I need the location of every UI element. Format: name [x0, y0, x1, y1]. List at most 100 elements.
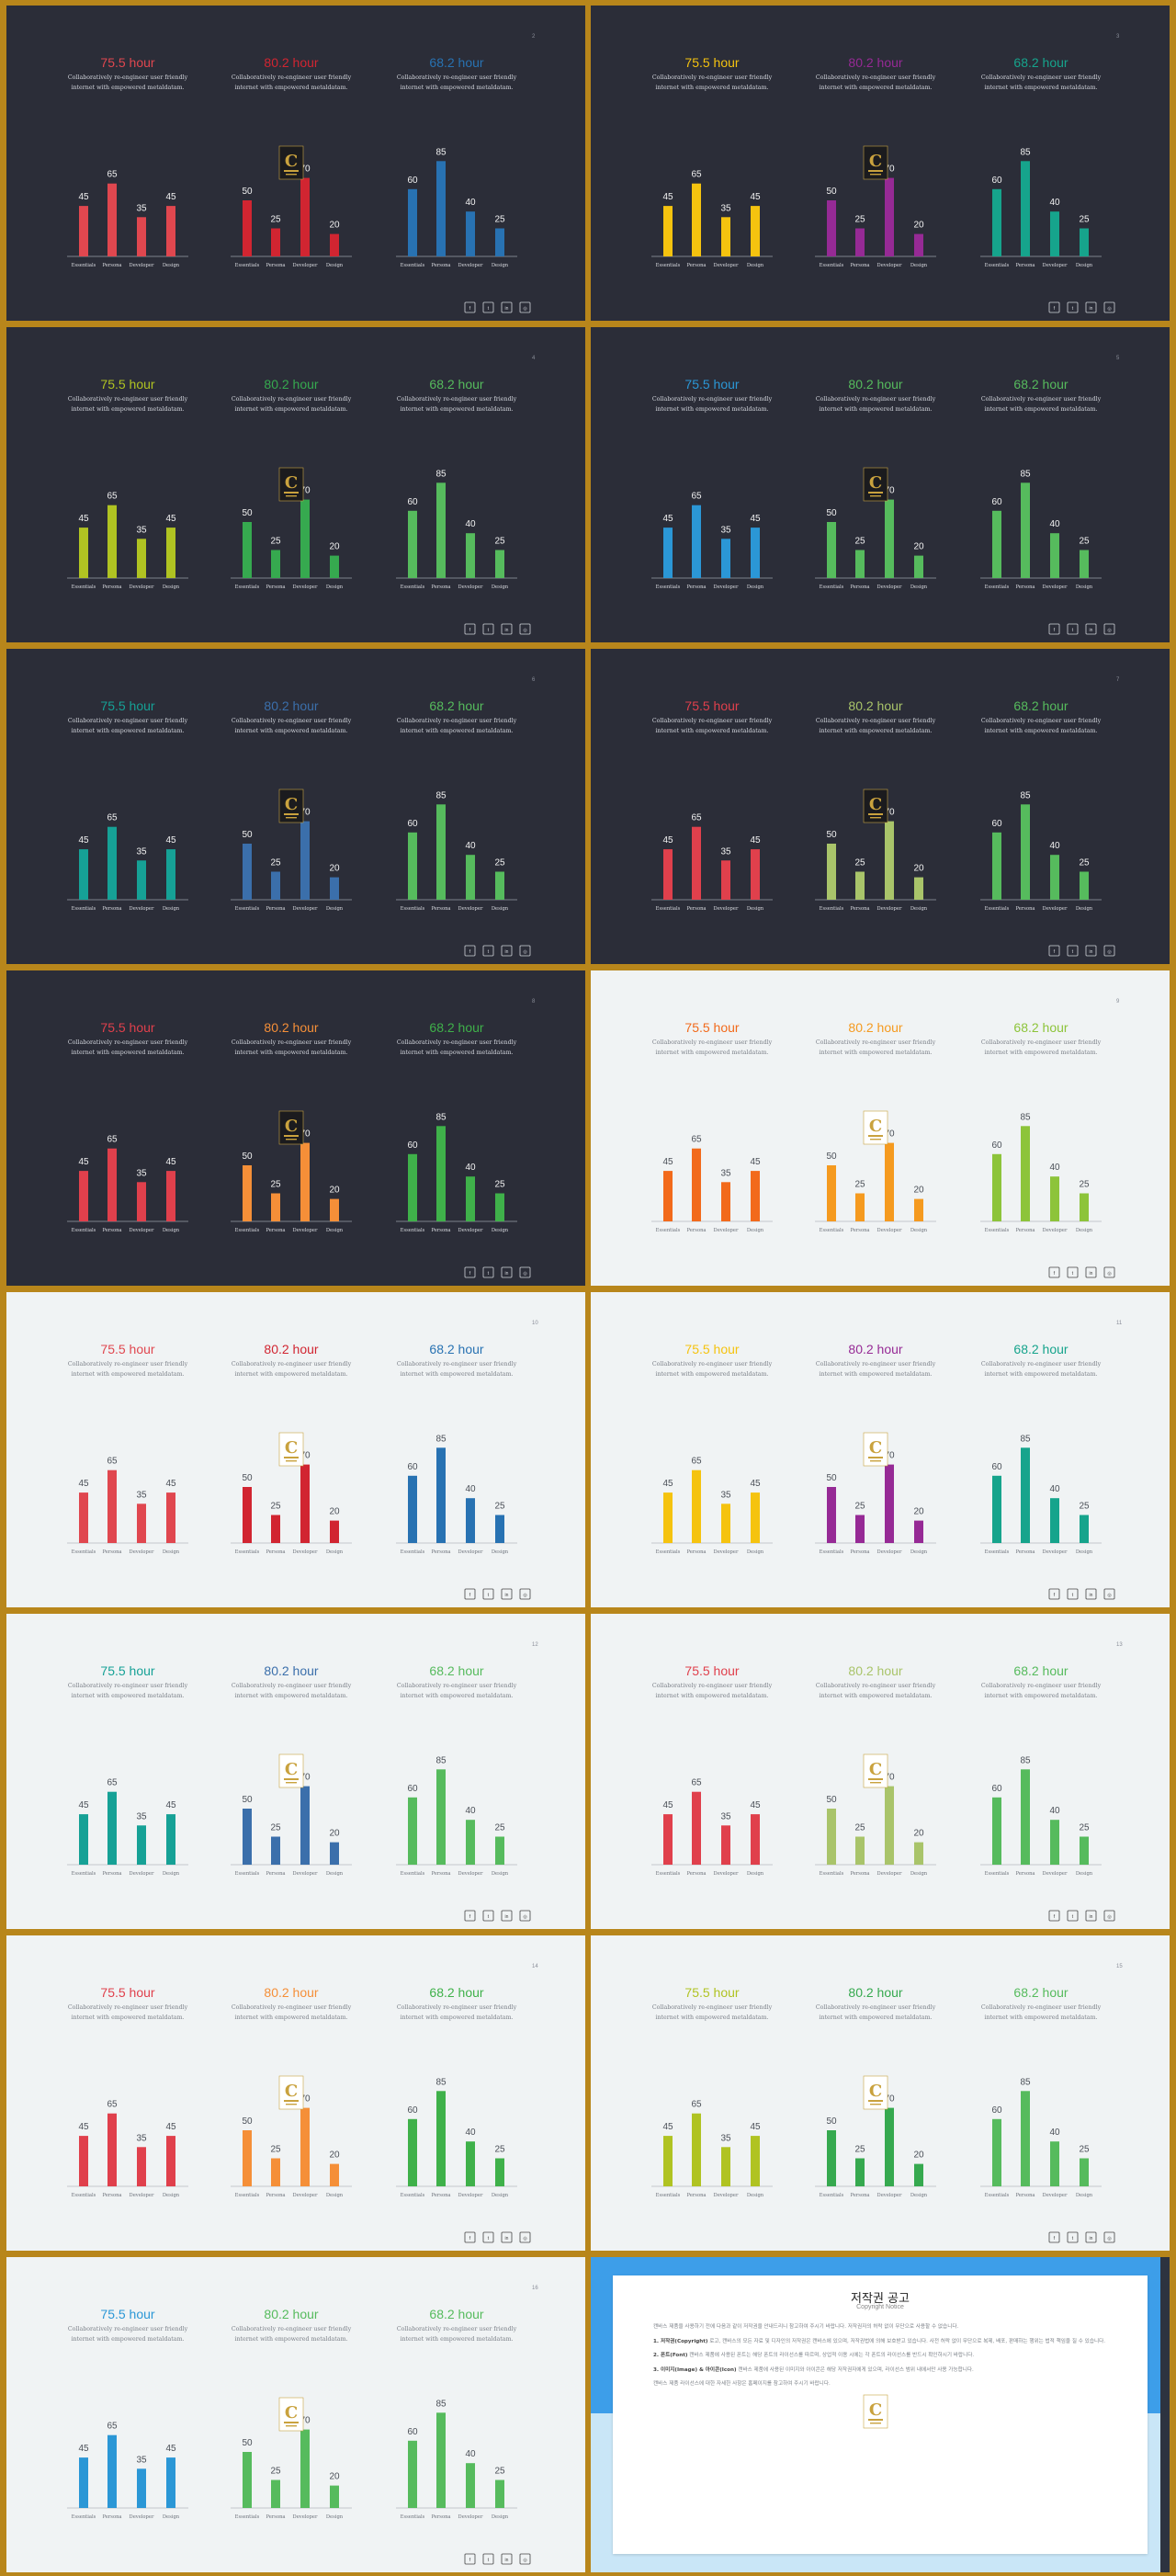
instagram-icon[interactable]: ◎	[519, 1910, 531, 1922]
social-icons: f t in ◎	[1048, 945, 1115, 957]
instagram-icon[interactable]: ◎	[519, 301, 531, 313]
twitter-icon[interactable]: t	[482, 945, 494, 957]
linkedin-icon[interactable]: in	[1085, 301, 1097, 313]
bar-chart-2: 80.2 hour Collaboratively re-engineer use…	[231, 698, 352, 912]
twitter-icon[interactable]: t	[482, 301, 494, 313]
chart-subtitle-line1: Collaboratively re-engineer user friendl…	[816, 1361, 936, 1367]
category-label: Design	[163, 263, 180, 268]
twitter-icon[interactable]: t	[1067, 945, 1079, 957]
instagram-icon[interactable]: ◎	[519, 623, 531, 635]
facebook-icon[interactable]: f	[464, 623, 476, 635]
brand-logo: C	[863, 1753, 888, 1788]
twitter-icon[interactable]: t	[1067, 1266, 1079, 1278]
facebook-icon[interactable]: f	[1048, 1588, 1060, 1600]
social-icons: f t in ◎	[1048, 1588, 1115, 1600]
facebook-icon[interactable]: f	[1048, 945, 1060, 957]
category-label: Essentials	[656, 584, 681, 590]
facebook-icon[interactable]: f	[1048, 2231, 1060, 2243]
data-label: 35	[720, 846, 731, 857]
page-number: 2	[532, 34, 536, 40]
twitter-icon[interactable]: t	[1067, 301, 1079, 313]
facebook-icon[interactable]: f	[1048, 623, 1060, 635]
chart-subtitle-line1: Collaboratively re-engineer user friendl…	[816, 396, 936, 403]
instagram-icon[interactable]: ◎	[1103, 1588, 1115, 1600]
data-label: 25	[494, 1823, 505, 1833]
data-label: 65	[107, 1135, 118, 1145]
twitter-icon[interactable]: t	[482, 1266, 494, 1278]
facebook-icon[interactable]: f	[464, 2231, 476, 2243]
svg-text:t: t	[1072, 2236, 1074, 2241]
twitter-icon[interactable]: t	[1067, 1910, 1079, 1922]
svg-text:f: f	[1054, 1271, 1056, 1277]
linkedin-icon[interactable]: in	[501, 2231, 513, 2243]
linkedin-icon[interactable]: in	[1085, 1266, 1097, 1278]
instagram-icon[interactable]: ◎	[519, 2553, 531, 2565]
twitter-icon[interactable]: t	[482, 2231, 494, 2243]
slide-canvas: 3 75.5 hour Collaboratively re-engineer us…	[651, 34, 1120, 313]
bar-persona	[107, 1470, 117, 1543]
facebook-icon[interactable]: f	[464, 945, 476, 957]
twitter-icon[interactable]: t	[482, 1910, 494, 1922]
twitter-icon[interactable]: t	[482, 1588, 494, 1600]
linkedin-icon[interactable]: in	[501, 945, 513, 957]
facebook-icon[interactable]: f	[464, 301, 476, 313]
linkedin-icon[interactable]: in	[501, 1588, 513, 1600]
category-label: Design	[1076, 1871, 1093, 1877]
instagram-icon[interactable]: ◎	[1103, 2231, 1115, 2243]
instagram-icon[interactable]: ◎	[1103, 1266, 1115, 1278]
chart-subtitle-line2: internet with empowered metaldatam.	[819, 728, 932, 734]
linkedin-icon[interactable]: in	[1085, 623, 1097, 635]
instagram-icon[interactable]: ◎	[1103, 1910, 1115, 1922]
data-label: 25	[270, 858, 281, 868]
bar-chart-1: 75.5 hour Collaboratively re-engineer use…	[651, 1985, 773, 2198]
linkedin-icon[interactable]: in	[1085, 1588, 1097, 1600]
linkedin-icon[interactable]: in	[501, 1910, 513, 1922]
bar-chart-3: 68.2 hour Collaboratively re-engineer use…	[396, 698, 517, 912]
twitter-icon[interactable]: t	[1067, 623, 1079, 635]
twitter-icon[interactable]: t	[1067, 2231, 1079, 2243]
data-label: 70	[884, 1773, 895, 1783]
notice-title: 저작권 공고	[851, 2292, 910, 2306]
linkedin-icon[interactable]: in	[1085, 2231, 1097, 2243]
category-label: Developer	[458, 584, 483, 590]
facebook-icon[interactable]: f	[464, 2553, 476, 2565]
bar-essentials	[992, 1797, 1001, 1865]
bar-essentials	[79, 849, 88, 900]
bar-chart-2: 80.2 hour Collaboratively re-engineer use…	[815, 1663, 936, 1877]
chart-title: 68.2 hour	[1013, 698, 1068, 713]
svg-text:f: f	[1054, 628, 1056, 633]
chart-title: 68.2 hour	[1013, 55, 1068, 70]
bar-chart-2: 80.2 hour Collaboratively re-engineer use…	[231, 377, 352, 590]
category-label: Design	[1076, 906, 1093, 912]
instagram-icon[interactable]: ◎	[1103, 623, 1115, 635]
slide-canvas: 12 75.5 hour Collaboratively re-engineer u…	[67, 1642, 538, 1922]
instagram-icon[interactable]: ◎	[519, 2231, 531, 2243]
facebook-icon[interactable]: f	[464, 1266, 476, 1278]
slide-canvas: 15 75.5 hour Collaboratively re-engineer u…	[651, 1964, 1123, 2243]
linkedin-icon[interactable]: in	[1085, 945, 1097, 957]
linkedin-icon[interactable]: in	[501, 2553, 513, 2565]
facebook-icon[interactable]: f	[1048, 1910, 1060, 1922]
linkedin-icon[interactable]: in	[501, 301, 513, 313]
instagram-icon[interactable]: ◎	[1103, 945, 1115, 957]
instagram-icon[interactable]: ◎	[519, 945, 531, 957]
twitter-icon[interactable]: t	[1067, 1588, 1079, 1600]
linkedin-icon[interactable]: in	[501, 623, 513, 635]
facebook-icon[interactable]: f	[1048, 301, 1060, 313]
linkedin-icon[interactable]: in	[1085, 1910, 1097, 1922]
chart-subtitle-line2: internet with empowered metaldatam.	[400, 85, 513, 91]
instagram-icon[interactable]: ◎	[519, 1266, 531, 1278]
bar-persona	[271, 1515, 280, 1543]
chart-subtitle-line2: internet with empowered metaldatam.	[819, 85, 932, 91]
data-label: 70	[300, 486, 311, 496]
instagram-icon[interactable]: ◎	[519, 1588, 531, 1600]
twitter-icon[interactable]: t	[482, 2553, 494, 2565]
facebook-icon[interactable]: f	[464, 1588, 476, 1600]
facebook-icon[interactable]: f	[464, 1910, 476, 1922]
category-label: Persona	[102, 2514, 121, 2520]
twitter-icon[interactable]: t	[482, 623, 494, 635]
bar-essentials	[408, 1475, 417, 1543]
linkedin-icon[interactable]: in	[501, 1266, 513, 1278]
facebook-icon[interactable]: f	[1048, 1266, 1060, 1278]
instagram-icon[interactable]: ◎	[1103, 301, 1115, 313]
